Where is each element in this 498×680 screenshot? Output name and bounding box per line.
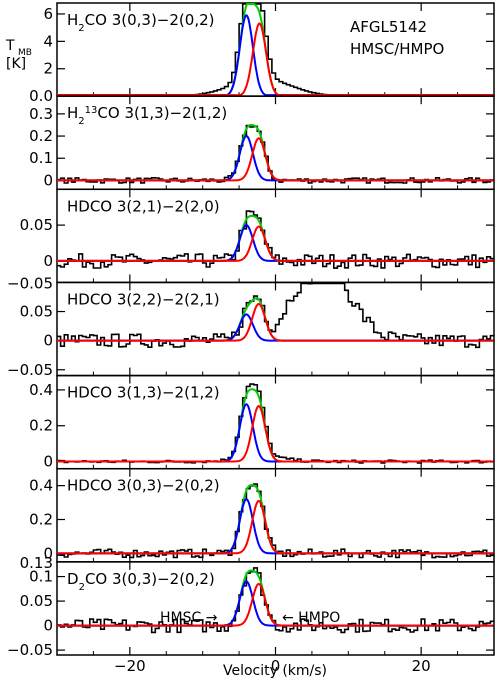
y-tick-label: 0 [43, 453, 53, 471]
panel-label-part: CO 3(1,3)−2(1,2) [97, 104, 227, 122]
panel-label: H213CO 3(1,3)−2(1,2) [67, 104, 227, 127]
panel-label: D2CO 3(0,3)−2(0,2) [67, 570, 215, 593]
y-axis-unit: [K] [6, 56, 26, 72]
hmpo-fit-line [57, 582, 494, 627]
total-fit-line [57, 484, 494, 555]
hmpo-annotation: ← HMPO [282, 610, 340, 626]
panel-label-part: HDCO 3(2,2)−2(2,1) [67, 290, 220, 308]
x-tick-label: 20 [412, 657, 431, 675]
hmpo-fit-line [57, 499, 494, 555]
y-tick-label: 0 [43, 171, 53, 189]
y-tick-label: 0 [43, 544, 53, 562]
panel-3: 0 0.05 HDCO 3(2,1)−2(2,0) [20, 188, 495, 284]
panel-label-part: H [67, 104, 78, 122]
panel-5: 0 0.2 0.4 HDCO 3(1,3)−2(1,2) [29, 374, 495, 471]
x-axis-title: Velocity (km/s) [223, 663, 327, 679]
spectrum-line [57, 282, 494, 349]
panel-7: −0.05 0 0.05 0.10.13 D2CO 3(0,3)−2(0,2) [7, 554, 495, 659]
panel-label: HDCO 3(2,1)−2(2,0) [67, 197, 220, 215]
hmpo-fit-line [57, 22, 494, 97]
hmpo-fit-line [57, 404, 494, 463]
panel-label: HDCO 3(0,3)−2(0,2) [67, 477, 220, 495]
y-tick-label: 0.05 [20, 216, 53, 234]
y-tick-label: 0.0 [29, 87, 53, 105]
hmpo-fit-line [57, 137, 494, 182]
y-tick-label: 0.05 [20, 303, 53, 321]
y-tick-label: 0.4 [29, 381, 53, 399]
hmsc-fit-line [57, 135, 494, 182]
panel-4: −0.05 0 0.05 −0.05 HDCO 3(2,2)−2(2,1) [7, 274, 495, 379]
panel-label: HDCO 3(2,2)−2(2,1) [67, 290, 220, 308]
y-tick-label: 0.2 [29, 511, 53, 529]
y-tick-label: −0.05 [7, 361, 53, 379]
y-tick-label: 2 [43, 60, 53, 78]
panel-label-part: 13 [85, 105, 98, 116]
y-tick-label: 0.2 [29, 127, 53, 145]
panel-label-part: HDCO 3(0,3)−2(0,2) [67, 477, 220, 495]
y-tick-label: −0.05 [7, 641, 53, 659]
y-tick-label: 0.3 [29, 105, 53, 123]
y-tick-label: 0.4 [29, 477, 53, 495]
spectrum-line [57, 210, 494, 269]
panel-label-part: HDCO 3(1,3)−2(1,2) [67, 384, 220, 402]
hmpo-fit-line [57, 302, 494, 342]
spectrum-line [57, 124, 494, 184]
y-tick-label: 0.1 [29, 568, 53, 586]
y-axis-title: T [5, 38, 15, 54]
y-tick-label-top: −0.05 [7, 274, 53, 292]
y-tick-label: 0.05 [20, 592, 53, 610]
y-tick-label: 4 [43, 32, 53, 50]
panel-label: H2CO 3(0,3)−2(0,2) [67, 11, 214, 34]
y-tick-label: 0 [43, 332, 53, 350]
panel-label-part: 2 [78, 23, 84, 34]
hmsc-annotation: HMSC → [160, 610, 218, 626]
panel-label-part: D [67, 570, 79, 588]
y-tick-label-top: 0.13 [20, 554, 53, 572]
hmpo-fit-line [57, 225, 494, 262]
panel-label-part: CO 3(0,3)−2(0,2) [85, 570, 215, 588]
panel-label-part: HDCO 3(2,1)−2(2,0) [67, 197, 220, 215]
x-tick-label: 0 [271, 657, 281, 675]
panel-2: 0 0.1 0.2 0.3 H213CO 3(1,3)−2(1,2) [29, 95, 495, 191]
hmsc-fit-line [57, 403, 494, 463]
panel-label-part: 2 [79, 581, 85, 592]
panel-label-part: 2 [78, 116, 84, 127]
panel-label: HDCO 3(1,3)−2(1,2) [67, 384, 220, 402]
y-tick-label: 6 [43, 5, 53, 23]
hmsc-fit-line [57, 580, 494, 627]
panel-label-part: CO 3(0,3)−2(0,2) [85, 11, 215, 29]
source-label: AFGL5142 [350, 18, 427, 36]
total-fit-line [57, 123, 494, 182]
y-tick-label: 0.2 [29, 417, 53, 435]
total-fit-line [57, 214, 494, 262]
spectrum-line [57, 483, 494, 559]
panel-6: 0 0.2 0.4 HDCO 3(0,3)−2(0,2) [29, 467, 495, 563]
y-tick-label: 0.1 [29, 149, 53, 167]
subtitle-label: HMSC/HMPO [350, 40, 444, 58]
y-tick-label: 0 [43, 617, 53, 635]
panel-label-part: H [67, 11, 78, 29]
y-tick-label: 0 [43, 252, 53, 270]
y-axis-title-subscript: MB [18, 48, 32, 58]
x-tick-label: −20 [114, 657, 146, 675]
